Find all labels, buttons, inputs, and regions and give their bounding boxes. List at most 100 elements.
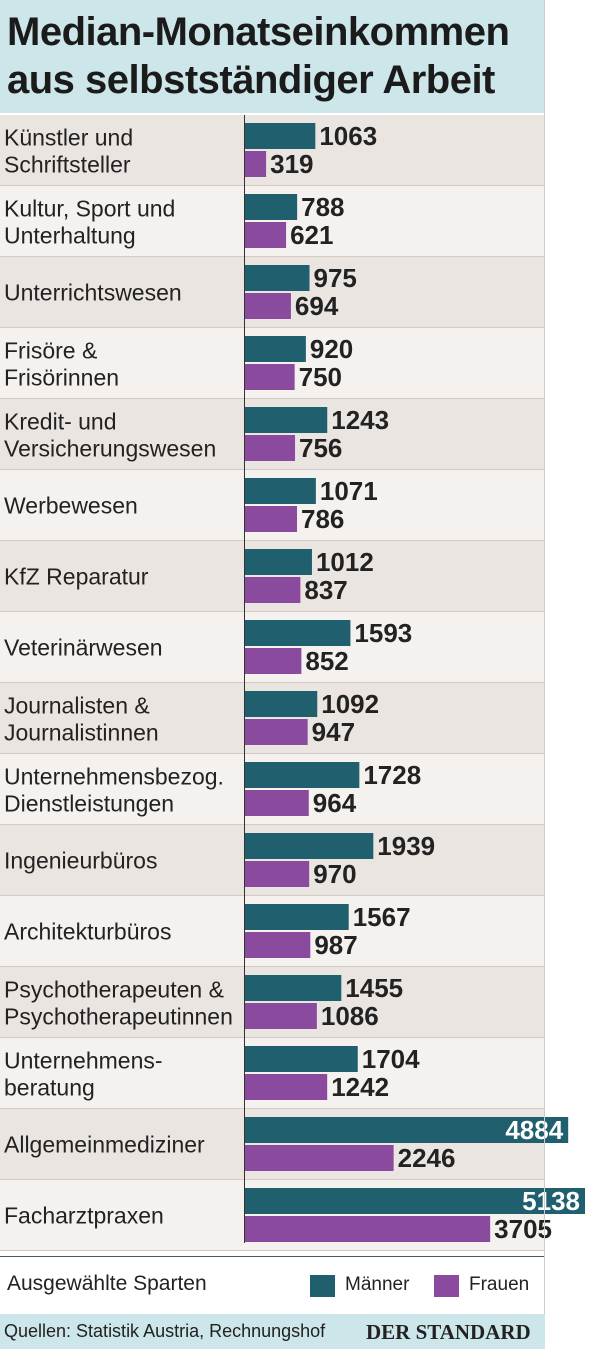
value-label-frauen: 694 [295, 291, 339, 321]
value-label-frauen: 756 [299, 433, 342, 463]
value-label-maenner: 1071 [320, 476, 378, 506]
category-label: Versicherungswesen [4, 436, 216, 462]
value-label-maenner: 1092 [321, 689, 379, 719]
category-label: Unterrichtswesen [4, 280, 182, 306]
value-label-maenner: 5138 [522, 1186, 580, 1216]
value-label-maenner: 975 [314, 263, 357, 293]
bar-frauen [245, 1074, 328, 1100]
bar-frauen [245, 861, 310, 887]
bar-maenner [245, 975, 342, 1001]
bar-maenner [245, 194, 298, 220]
category-label: Allgemeinmediziner [4, 1132, 205, 1158]
infographic: Median-Monatseinkommen aus selbstständig… [0, 0, 585, 1349]
bar-frauen [245, 1003, 317, 1029]
value-label-frauen: 319 [270, 149, 313, 179]
bar-maenner [245, 1188, 585, 1214]
bar-frauen [245, 1216, 491, 1242]
bar-frauen [245, 222, 287, 248]
category-label: Kredit- und [4, 409, 117, 435]
category-label: Werbewesen [4, 493, 138, 519]
source-text: Quellen: Statistik Austria, Rechnungshof [4, 1321, 326, 1341]
bar-frauen [245, 577, 301, 603]
value-label-maenner: 1012 [316, 547, 374, 577]
category-label: Psychotherapeuten & [4, 977, 224, 1003]
bar-frauen [245, 364, 295, 390]
legend-swatch-maenner [310, 1275, 335, 1297]
category-label: Architekturbüros [4, 919, 171, 945]
bar-maenner [245, 762, 360, 788]
bar-maenner [245, 336, 306, 362]
value-label-frauen: 964 [313, 788, 357, 818]
bar-maenner [245, 123, 316, 149]
value-label-frauen: 837 [304, 575, 347, 605]
value-label-frauen: 2246 [398, 1143, 456, 1173]
category-label: Frisöre & [4, 338, 97, 364]
value-label-frauen: 852 [305, 646, 348, 676]
category-label: Unternehmens- [4, 1048, 163, 1074]
bar-frauen [245, 790, 309, 816]
chart-title-line-1: Median-Monatseinkommen [7, 10, 510, 54]
bar-frauen [245, 719, 308, 745]
bar-frauen [245, 151, 267, 177]
value-label-maenner: 920 [310, 334, 353, 364]
value-label-maenner: 1704 [362, 1044, 420, 1074]
value-label-frauen: 970 [313, 859, 356, 889]
bar-frauen [245, 506, 298, 532]
category-label: Ingenieurbüros [4, 848, 157, 874]
category-label: beratung [4, 1075, 95, 1101]
legend-label-frauen: Frauen [469, 1274, 530, 1295]
bar-maenner [245, 1117, 569, 1143]
bar-maenner [245, 478, 316, 504]
category-label: Unternehmensbezog. [4, 764, 224, 790]
brand-logo: DER STANDARD [366, 1320, 531, 1344]
category-label: Facharztpraxen [4, 1203, 164, 1229]
value-label-frauen: 947 [312, 717, 355, 747]
category-label: Dienstleistungen [4, 791, 174, 817]
category-label: Schriftsteller [4, 152, 131, 178]
chart-title-line-2: aus selbstständiger Arbeit [7, 58, 495, 102]
value-label-maenner: 4884 [505, 1115, 563, 1145]
value-label-frauen: 621 [290, 220, 333, 250]
value-label-maenner: 788 [301, 192, 344, 222]
category-label: Veterinärwesen [4, 635, 163, 661]
title-box: Median-Monatseinkommen aus selbstständig… [0, 0, 545, 113]
value-label-maenner: 1243 [331, 405, 389, 435]
value-label-maenner: 1455 [345, 973, 403, 1003]
category-label: Journalisten & [4, 693, 150, 719]
value-label-maenner: 1939 [377, 831, 435, 861]
value-label-maenner: 1728 [363, 760, 421, 790]
category-label: Journalistinnen [4, 720, 159, 746]
value-label-maenner: 1593 [354, 618, 412, 648]
category-label: Unterhaltung [4, 223, 136, 249]
bar-maenner [245, 620, 351, 646]
bar-maenner [245, 549, 312, 575]
value-label-frauen: 1086 [321, 1001, 379, 1031]
value-label-maenner: 1567 [353, 902, 411, 932]
legend-label-maenner: Männer [345, 1274, 410, 1295]
category-label: Psychotherapeutinnen [4, 1004, 233, 1030]
value-label-frauen: 750 [299, 362, 342, 392]
value-label-frauen: 1242 [331, 1072, 389, 1102]
bar-frauen [245, 648, 302, 674]
footer-bar [0, 1314, 545, 1349]
value-label-maenner: 1063 [319, 121, 377, 151]
category-label: Kultur, Sport und [4, 196, 175, 222]
bar-frauen [245, 435, 296, 461]
value-label-frauen: 987 [314, 930, 357, 960]
bar-frauen [245, 293, 291, 319]
bar-maenner [245, 904, 349, 930]
bar-maenner [245, 1046, 358, 1072]
category-label: Frisörinnen [4, 365, 119, 391]
legend-swatch-frauen [434, 1275, 459, 1297]
category-label: Künstler und [4, 125, 133, 151]
category-label: KfZ Reparatur [4, 564, 149, 590]
bar-maenner [245, 833, 374, 859]
bar-frauen [245, 932, 311, 958]
bar-frauen [245, 1145, 394, 1171]
bar-maenner [245, 407, 328, 433]
legend-subtitle: Ausgewählte Sparten [7, 1272, 207, 1295]
bar-maenner [245, 691, 318, 717]
value-label-frauen: 786 [301, 504, 344, 534]
value-label-frauen: 3705 [494, 1214, 552, 1244]
